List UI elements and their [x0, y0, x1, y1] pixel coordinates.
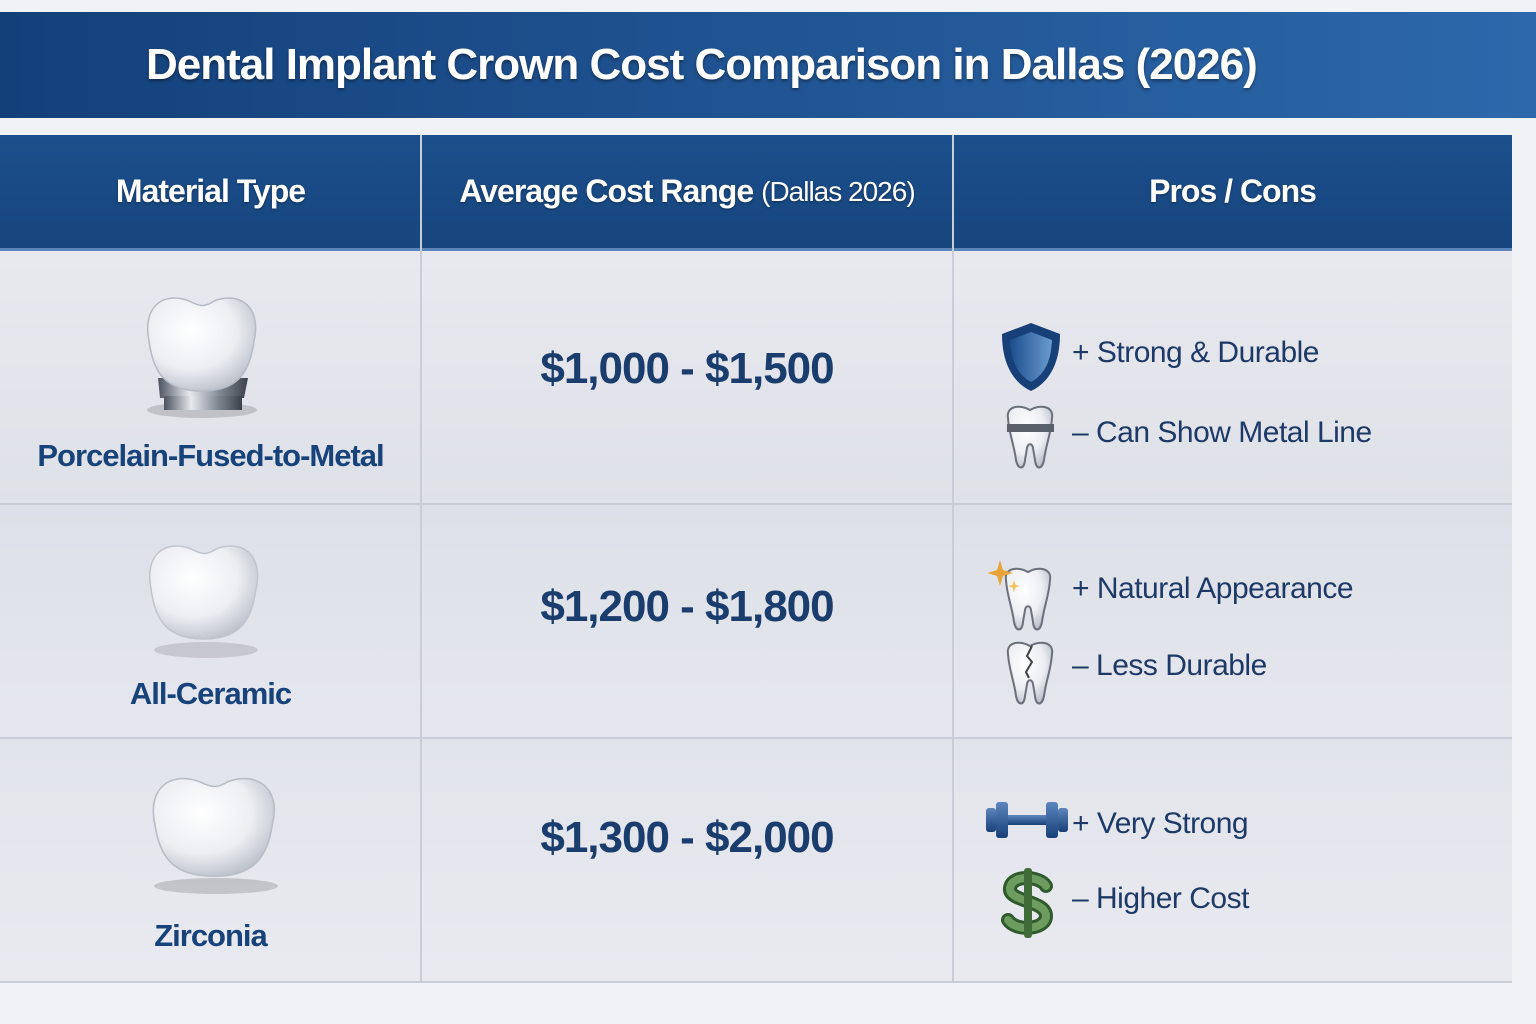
material-name: All-Ceramic — [129, 676, 292, 711]
table-header: Material Type Average Cost Range (Dallas … — [0, 135, 1512, 251]
pro-text: + Very Strong — [1072, 807, 1249, 840]
shield-icon — [1002, 323, 1060, 391]
crown-zirconia-icon — [152, 777, 278, 894]
con-text: – Less Durable — [1072, 649, 1267, 682]
title-bar — [0, 12, 1536, 118]
cost-range: $1,200 - $1,800 — [540, 582, 834, 631]
pro-text: + Strong & Durable — [1072, 336, 1319, 369]
header-text: Pros / Cons — [1149, 173, 1317, 209]
material-name: Porcelain-Fused-to-Metal — [37, 438, 384, 473]
pro-text: + Natural Appearance — [1072, 572, 1354, 605]
material-name: Zirconia — [154, 918, 268, 953]
tooth-metal-icon — [1006, 405, 1054, 469]
header-cell: Pros / Cons — [953, 135, 1512, 248]
con-text: – Can Show Metal Line — [1072, 416, 1372, 449]
table-row — [0, 251, 1512, 505]
dollar-icon — [1001, 868, 1054, 938]
header-cell: Material Type — [0, 135, 421, 248]
cost-range: $1,000 - $1,500 — [540, 344, 834, 393]
cost-range: $1,300 - $2,000 — [540, 813, 834, 862]
header-note: (Dallas 2026) — [761, 175, 916, 207]
table-row — [0, 505, 1512, 739]
column-divider — [420, 135, 422, 983]
header-text: Material Type — [115, 173, 306, 209]
crown-pfm-icon — [146, 297, 257, 418]
header-text: Average Cost Range — [459, 173, 754, 209]
tooth-sparkle-icon — [988, 560, 1052, 631]
dumbbell-icon — [986, 802, 1068, 838]
title: Dental Implant Crown Cost Comparison in … — [146, 40, 1258, 89]
con-text: – Higher Cost — [1072, 882, 1249, 915]
header-cell: Average Cost Range (Dallas 2026) — [421, 135, 953, 248]
column-divider — [952, 135, 954, 983]
crown-ceramic-icon — [148, 545, 259, 658]
tooth-cracked-icon — [1006, 641, 1054, 705]
